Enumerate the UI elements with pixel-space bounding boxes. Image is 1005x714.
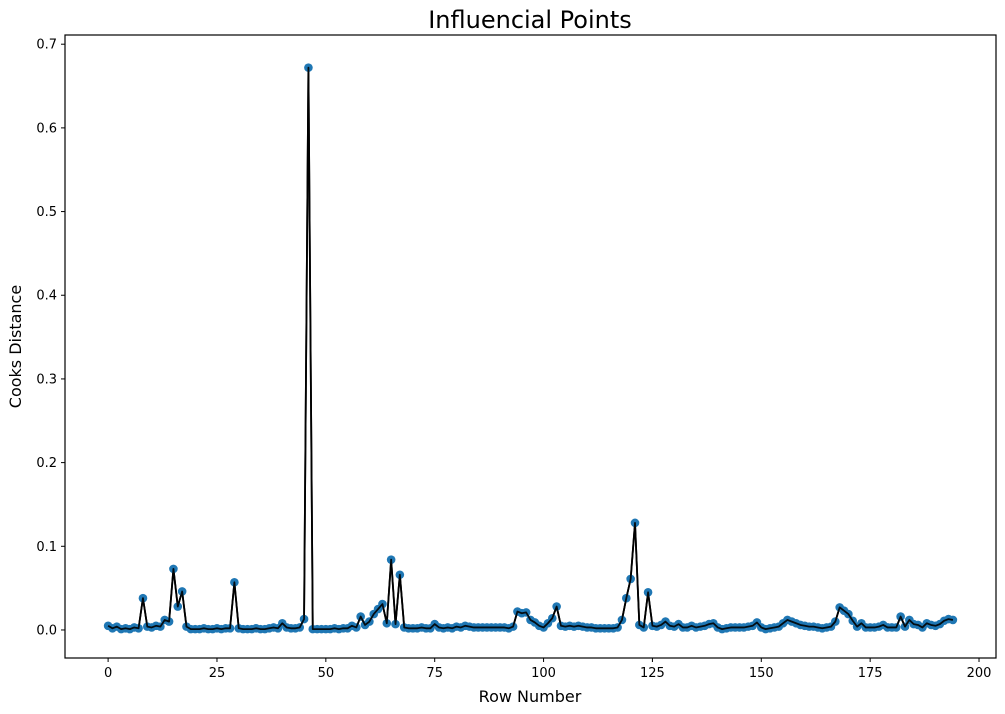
x-tick-label: 200 — [967, 666, 992, 681]
y-tick-label: 0.6 — [36, 121, 57, 136]
y-tick-label: 0.4 — [36, 289, 57, 304]
x-tick-label: 50 — [318, 666, 335, 681]
y-tick-label: 0.5 — [36, 205, 57, 220]
data-series — [103, 63, 958, 634]
x-tick-label: 100 — [531, 666, 556, 681]
x-axis-label: Row Number — [479, 687, 582, 706]
x-axis-ticks: 0 25 50 75 100 125 150 175 200 — [104, 658, 991, 681]
chart-title: Influencial Points — [428, 6, 632, 34]
y-tick-label: 0.7 — [36, 38, 57, 53]
x-tick-label: 150 — [749, 666, 774, 681]
y-axis-ticks: 0.0 0.1 0.2 0.3 0.4 0.5 0.6 0.7 — [36, 38, 65, 638]
plot-area — [64, 34, 997, 659]
y-tick-label: 0.2 — [36, 456, 57, 471]
x-tick-label: 25 — [209, 666, 226, 681]
x-tick-label: 0 — [104, 666, 112, 681]
series-line-overlay — [107, 66, 954, 631]
y-tick-label: 0.3 — [36, 372, 57, 387]
y-tick-label: 0.1 — [36, 540, 57, 555]
y-tick-label: 0.0 — [36, 623, 57, 638]
y-axis-label: Cooks Distance — [6, 285, 25, 408]
x-tick-label: 125 — [640, 666, 665, 681]
x-tick-label: 75 — [426, 666, 443, 681]
x-tick-label: 175 — [858, 666, 883, 681]
